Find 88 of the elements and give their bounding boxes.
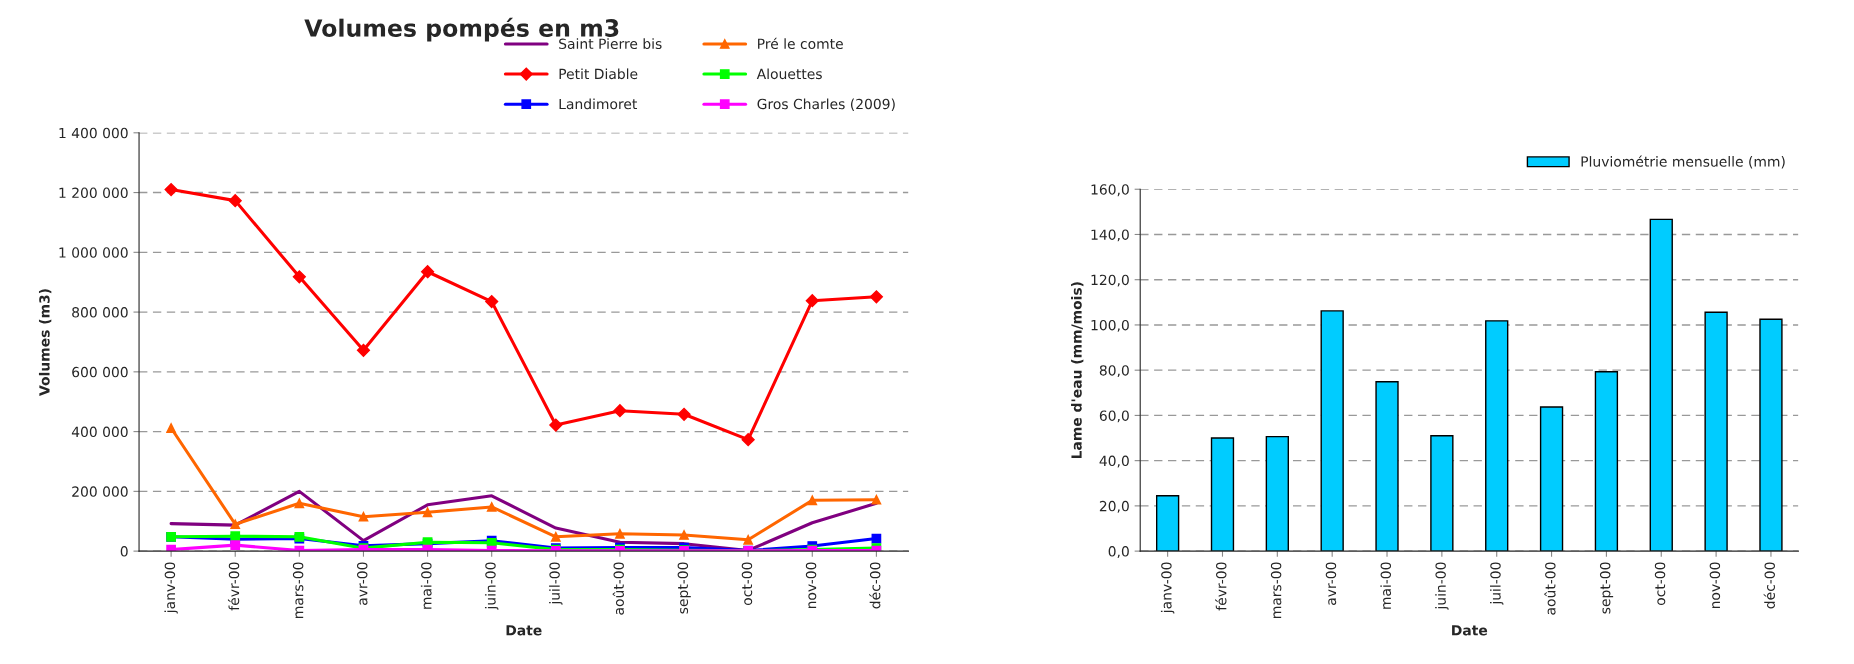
x-axis-title: Date [506,625,542,636]
bar [1155,495,1180,552]
legend-label: Pré le comte [758,37,843,50]
y-tick-label: 600 000 [72,366,128,378]
x-tick-label: oct-00 [741,562,753,606]
bar [1594,371,1619,552]
point [613,404,627,418]
x-tick-label: août-00 [1544,562,1556,615]
y-axis-title: Volumes (m3) [38,289,52,396]
x-tick-label: août-00 [612,562,624,615]
point [615,528,625,539]
y-tick-label: 140,0 [1091,229,1129,242]
x-tick-label: févr-00 [1215,562,1227,611]
point [230,519,241,530]
y-tick-label: 1 400 000 [59,127,128,139]
point [549,418,563,432]
point [805,294,819,308]
y-tick-label: 1 200 000 [59,187,128,199]
bar [1430,435,1454,552]
point [358,511,369,522]
bar [1320,310,1344,552]
x-tick-label: janv-00 [164,562,178,614]
x-tick-label: janv-00 [1160,562,1175,614]
point [679,530,689,540]
x-tick-label: avr-00 [1325,562,1337,605]
point [869,290,883,304]
y-tick-label: 60,0 [1099,410,1129,423]
x-tick-label: sept-00 [677,562,691,614]
x-tick-label: mai-00 [420,562,432,609]
point [166,423,176,433]
legend-label: Petit Diable [559,68,638,80]
x-tick-label: nov-00 [1709,562,1721,609]
legend-label: Landimoret [559,98,638,110]
x-tick-label: oct-00 [1654,562,1666,606]
y-tick-label: 80,0 [1099,365,1129,378]
y-tick-label: 800 000 [72,307,128,318]
point [550,531,561,542]
x-tick-label: juin-00 [484,562,499,610]
point [420,265,435,279]
legend-label: Alouettes [756,68,822,80]
x-tick-label: avr-00 [356,562,368,605]
bar [1210,437,1235,552]
point [164,182,178,197]
y-tick-label: 400 000 [71,426,128,438]
y-tick-label: 0 [120,546,128,557]
point [356,343,371,357]
bar [1485,320,1509,552]
y-tick-label: 40,0 [1099,455,1129,468]
bar [1704,311,1728,552]
point [292,270,306,284]
y-tick-label: 160,0 [1091,184,1129,197]
y-tick-label: 120,0 [1091,274,1129,287]
y-tick-label: 20,0 [1099,500,1129,513]
x-axis-title: Date [1452,625,1488,636]
y-tick-label: 200 000 [72,486,128,497]
point [485,295,499,309]
x-tick-label: févr-00 [227,562,240,611]
bar [1649,218,1673,552]
x-tick-label: déc-00 [1763,562,1775,609]
point [871,494,882,505]
bar [1265,435,1289,552]
y-axis-title: Lame d'eau (mm/mois) [1071,282,1084,459]
point [743,534,754,545]
point [422,507,433,518]
legend-label: Pluviométrie mensuelle (mm) [1581,155,1785,169]
bar [1759,318,1783,552]
x-tick-label: mars-00 [1270,562,1282,618]
y-tick-label: 0,0 [1108,546,1129,559]
point [677,407,691,421]
point [807,495,818,506]
x-tick-label: juil-00 [1490,562,1504,605]
legend-label: Gros Charles (2009) [757,98,895,111]
point [230,540,241,551]
x-tick-label: mai-00 [1380,562,1392,609]
point [741,433,755,447]
y-tick-label: 1 000 000 [59,247,128,258]
bar [1375,381,1399,552]
x-tick-label: mars-00 [292,562,304,618]
x-tick-label: juil-00 [549,562,563,605]
point [486,502,497,512]
x-tick-label: juin-00 [1435,562,1449,610]
x-tick-label: nov-00 [805,562,817,609]
point [294,498,305,509]
x-tick-label: sept-00 [1599,562,1614,614]
bar [1539,406,1564,552]
point [228,194,242,208]
x-tick-label: déc-00 [869,562,881,609]
y-tick-label: 100,0 [1091,319,1129,332]
